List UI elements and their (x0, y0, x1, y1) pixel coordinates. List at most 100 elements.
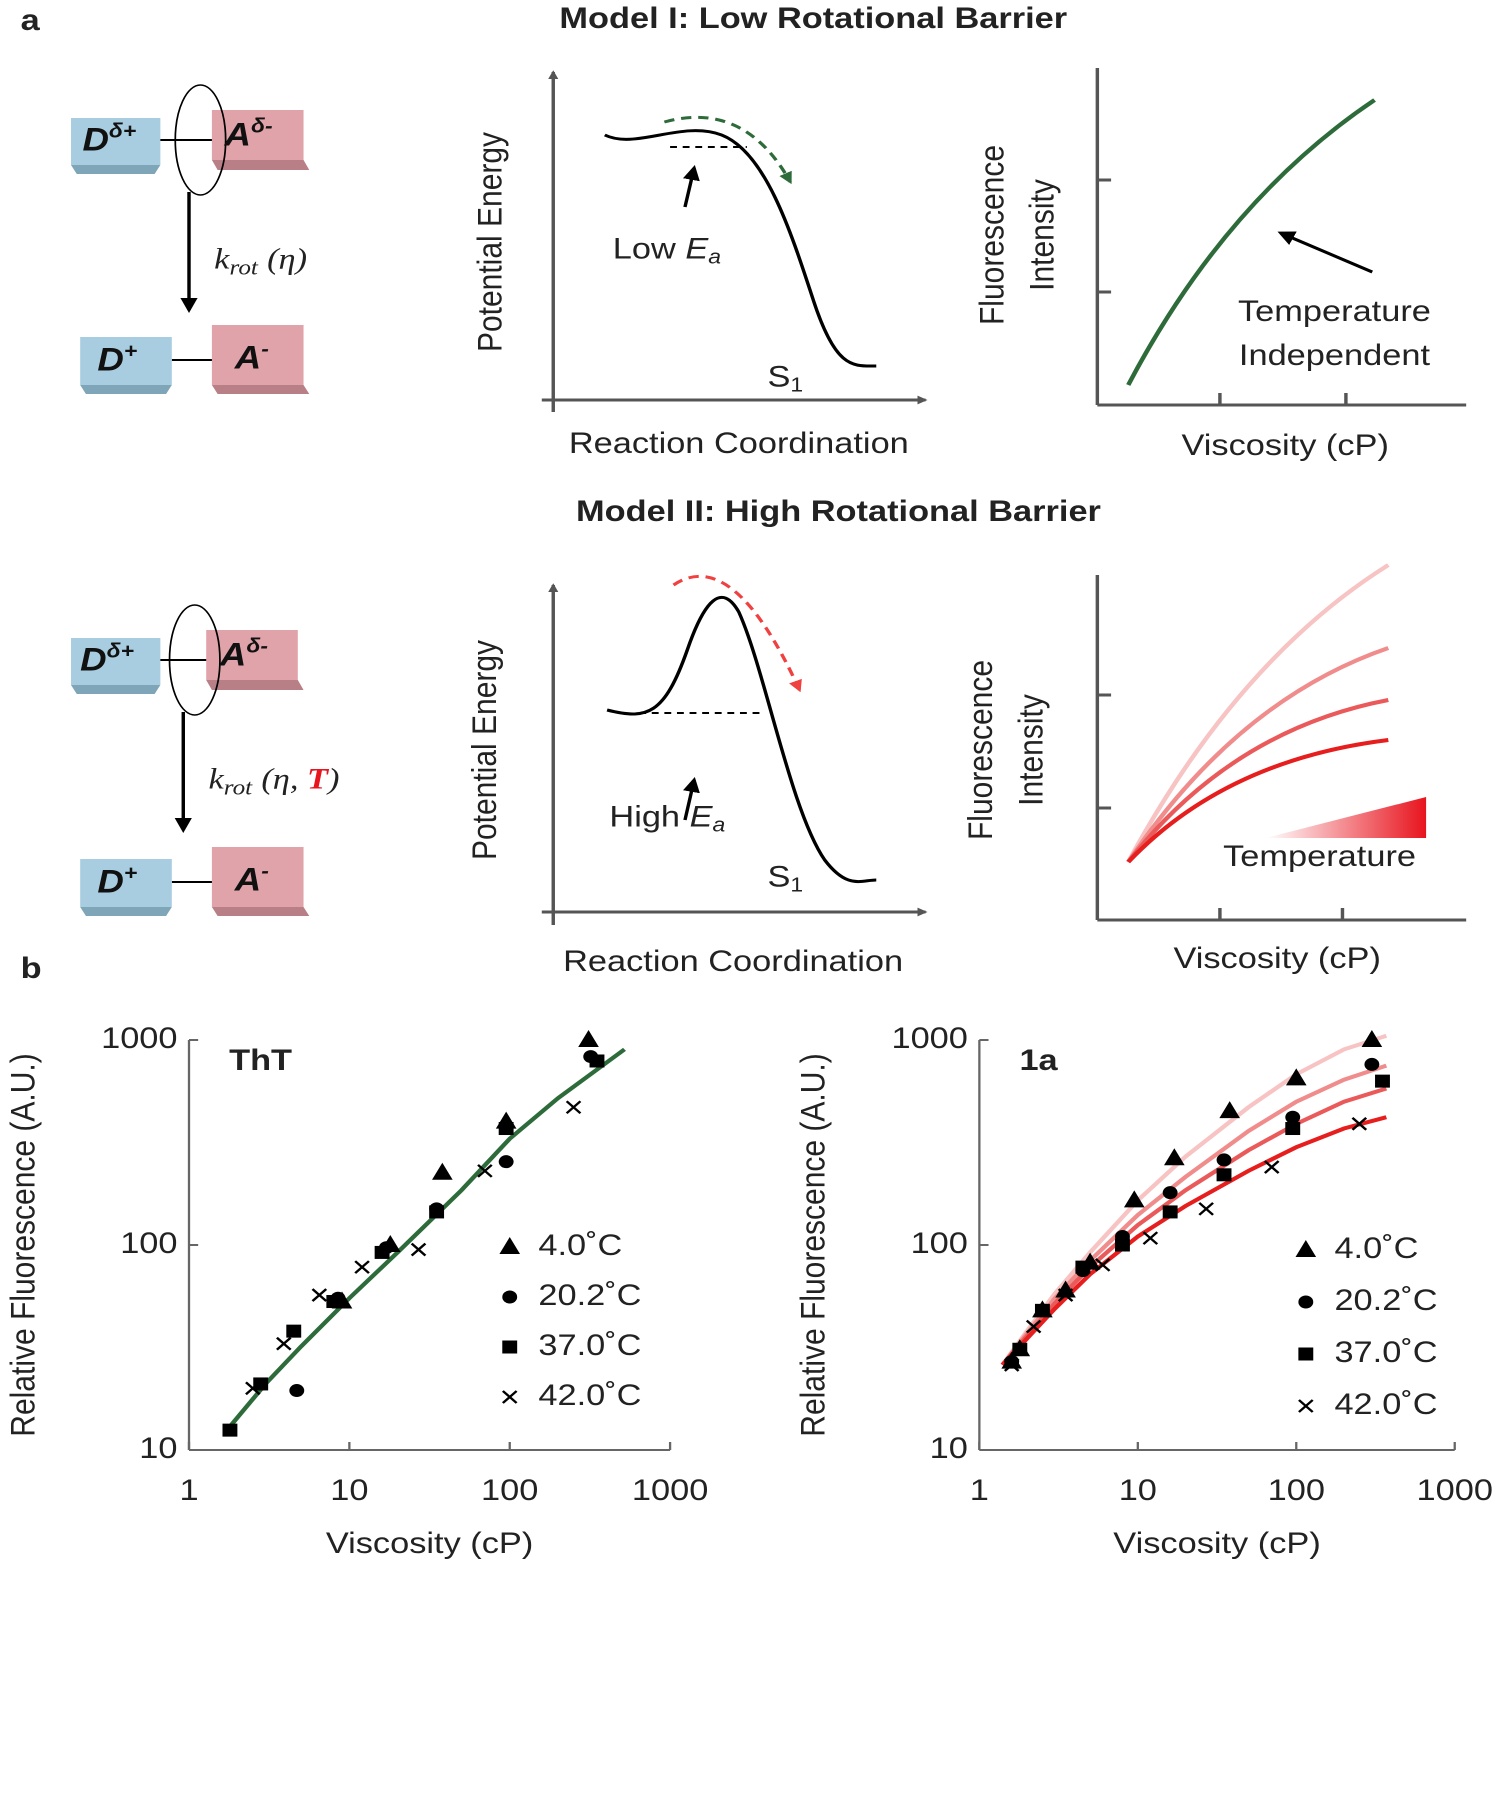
square-marker (1012, 1342, 1028, 1356)
circle-marker (1004, 1355, 1020, 1369)
x-tick-label: 100 (481, 1473, 538, 1506)
model-title: Model II: High Rotational Barrier (576, 494, 1101, 527)
legend-label: 4.0˚C (538, 1228, 622, 1261)
fit-curve (1000, 1115, 1388, 1367)
cross-marker (1351, 1117, 1368, 1131)
legend-label: 42.0˚C (538, 1378, 641, 1411)
y-axis-label: Relative Fluorescence (A.U.) (3, 1053, 41, 1436)
legend-marker (502, 1290, 518, 1304)
cross-marker (410, 1242, 427, 1257)
acceptor-ct: A (234, 863, 262, 898)
square-marker (1034, 1303, 1050, 1317)
square-marker (222, 1423, 238, 1437)
cross-marker (477, 1164, 493, 1178)
acceptor-label: Aδ- (223, 115, 272, 153)
panel-label: b (21, 951, 42, 984)
cross-marker (1263, 1160, 1280, 1174)
cross-marker (1142, 1231, 1159, 1245)
legend-label: 37.0˚C (538, 1328, 641, 1361)
rate-label: krot (η, T) (208, 762, 339, 801)
legend-marker (1298, 1399, 1314, 1413)
x-axis-label: Viscosity (cP) (326, 1526, 533, 1559)
energy-x-label: Reaction Coordination (563, 944, 903, 977)
triangle-marker (1055, 1280, 1076, 1298)
energy-x-label: Reaction Coordination (569, 426, 909, 459)
energy-y-label: Potential Energy (465, 639, 503, 860)
state-label: S1 (767, 359, 803, 396)
barrier-text: High (609, 799, 689, 832)
legend-marker (1298, 1295, 1314, 1309)
donor-ct-charge: + (124, 862, 138, 884)
state: S (767, 359, 790, 392)
acceptor-ct-charge: - (261, 338, 269, 360)
cross-marker (245, 1381, 261, 1396)
legend-label: 20.2˚C (538, 1278, 641, 1311)
circle-marker (1216, 1153, 1232, 1167)
donor-ct: D (97, 343, 123, 378)
cross-marker (1057, 1288, 1074, 1302)
cross-marker (311, 1288, 328, 1302)
square-marker (1115, 1238, 1130, 1252)
square-marker (1162, 1205, 1178, 1219)
square-marker (1216, 1168, 1232, 1182)
fl-x-label: Viscosity (cP) (1173, 941, 1380, 974)
y-tick-label: 10 (139, 1431, 177, 1464)
fl-y-label: Fluorescence (972, 145, 1010, 325)
x-tick-label: 100 (1268, 1473, 1325, 1506)
barrier-symbol: E (685, 231, 708, 264)
schematic-1 (71, 84, 310, 394)
circle-marker (498, 1155, 514, 1169)
triangle-marker (1219, 1101, 1240, 1119)
legend-marker (1298, 1347, 1314, 1361)
circle-marker (1162, 1186, 1178, 1200)
cross-marker (1094, 1258, 1111, 1272)
acceptor-ct-label: A- (234, 338, 269, 376)
square-marker (498, 1122, 514, 1136)
acceptor-label: Aδ- (219, 635, 268, 673)
barrier-label: High Ea (609, 799, 725, 836)
triangle-marker (1285, 1068, 1307, 1086)
fluorescence-diagram-2 (1095, 563, 1467, 922)
triangle-marker (1361, 1030, 1383, 1047)
rate-temperature: T (307, 762, 329, 795)
y-tick-label: 100 (120, 1226, 177, 1259)
cross-marker (276, 1336, 292, 1351)
fit-curve (1000, 1086, 1388, 1367)
barrier-sub: a (713, 814, 726, 836)
energy-y-label: Potential Energy (471, 131, 509, 352)
donor-label: Dδ+ (80, 640, 134, 678)
fl-y-label: Intensity (1023, 178, 1061, 291)
legend-marker (501, 1390, 518, 1404)
state-sub: 1 (790, 874, 803, 896)
square-marker (1285, 1122, 1301, 1136)
schematic-2 (71, 604, 310, 916)
rate: k (208, 762, 224, 795)
cross-marker (1198, 1202, 1214, 1216)
panel-label: a (21, 3, 41, 36)
cross-marker (1025, 1319, 1042, 1334)
x-tick-label: 10 (330, 1473, 368, 1506)
barrier-sub: a (708, 246, 721, 268)
acceptor: A (223, 118, 251, 153)
energy-diagram-2 (541, 574, 928, 925)
annotation: Independent (1239, 338, 1430, 371)
rate-args: (η, (261, 762, 307, 795)
square-marker (326, 1295, 342, 1309)
donor-label: Dδ+ (82, 120, 136, 158)
legend-label: 42.0˚C (1334, 1387, 1437, 1420)
barrier-symbol: E (690, 799, 713, 832)
acceptor-ct-label: A- (234, 860, 269, 898)
donor-charge: δ+ (107, 640, 135, 662)
rate-sub: rot (224, 776, 254, 800)
donor-ct-label: D+ (97, 862, 137, 900)
rate-label: krot (η) (214, 242, 307, 281)
y-tick-label: 1000 (101, 1021, 177, 1054)
energy-diagram-1 (541, 70, 928, 412)
square-marker (286, 1324, 302, 1338)
cross-marker (565, 1100, 582, 1114)
state-sub: 1 (790, 374, 803, 396)
fl-y-label: Fluorescence (961, 660, 999, 840)
square-marker (1075, 1260, 1091, 1274)
